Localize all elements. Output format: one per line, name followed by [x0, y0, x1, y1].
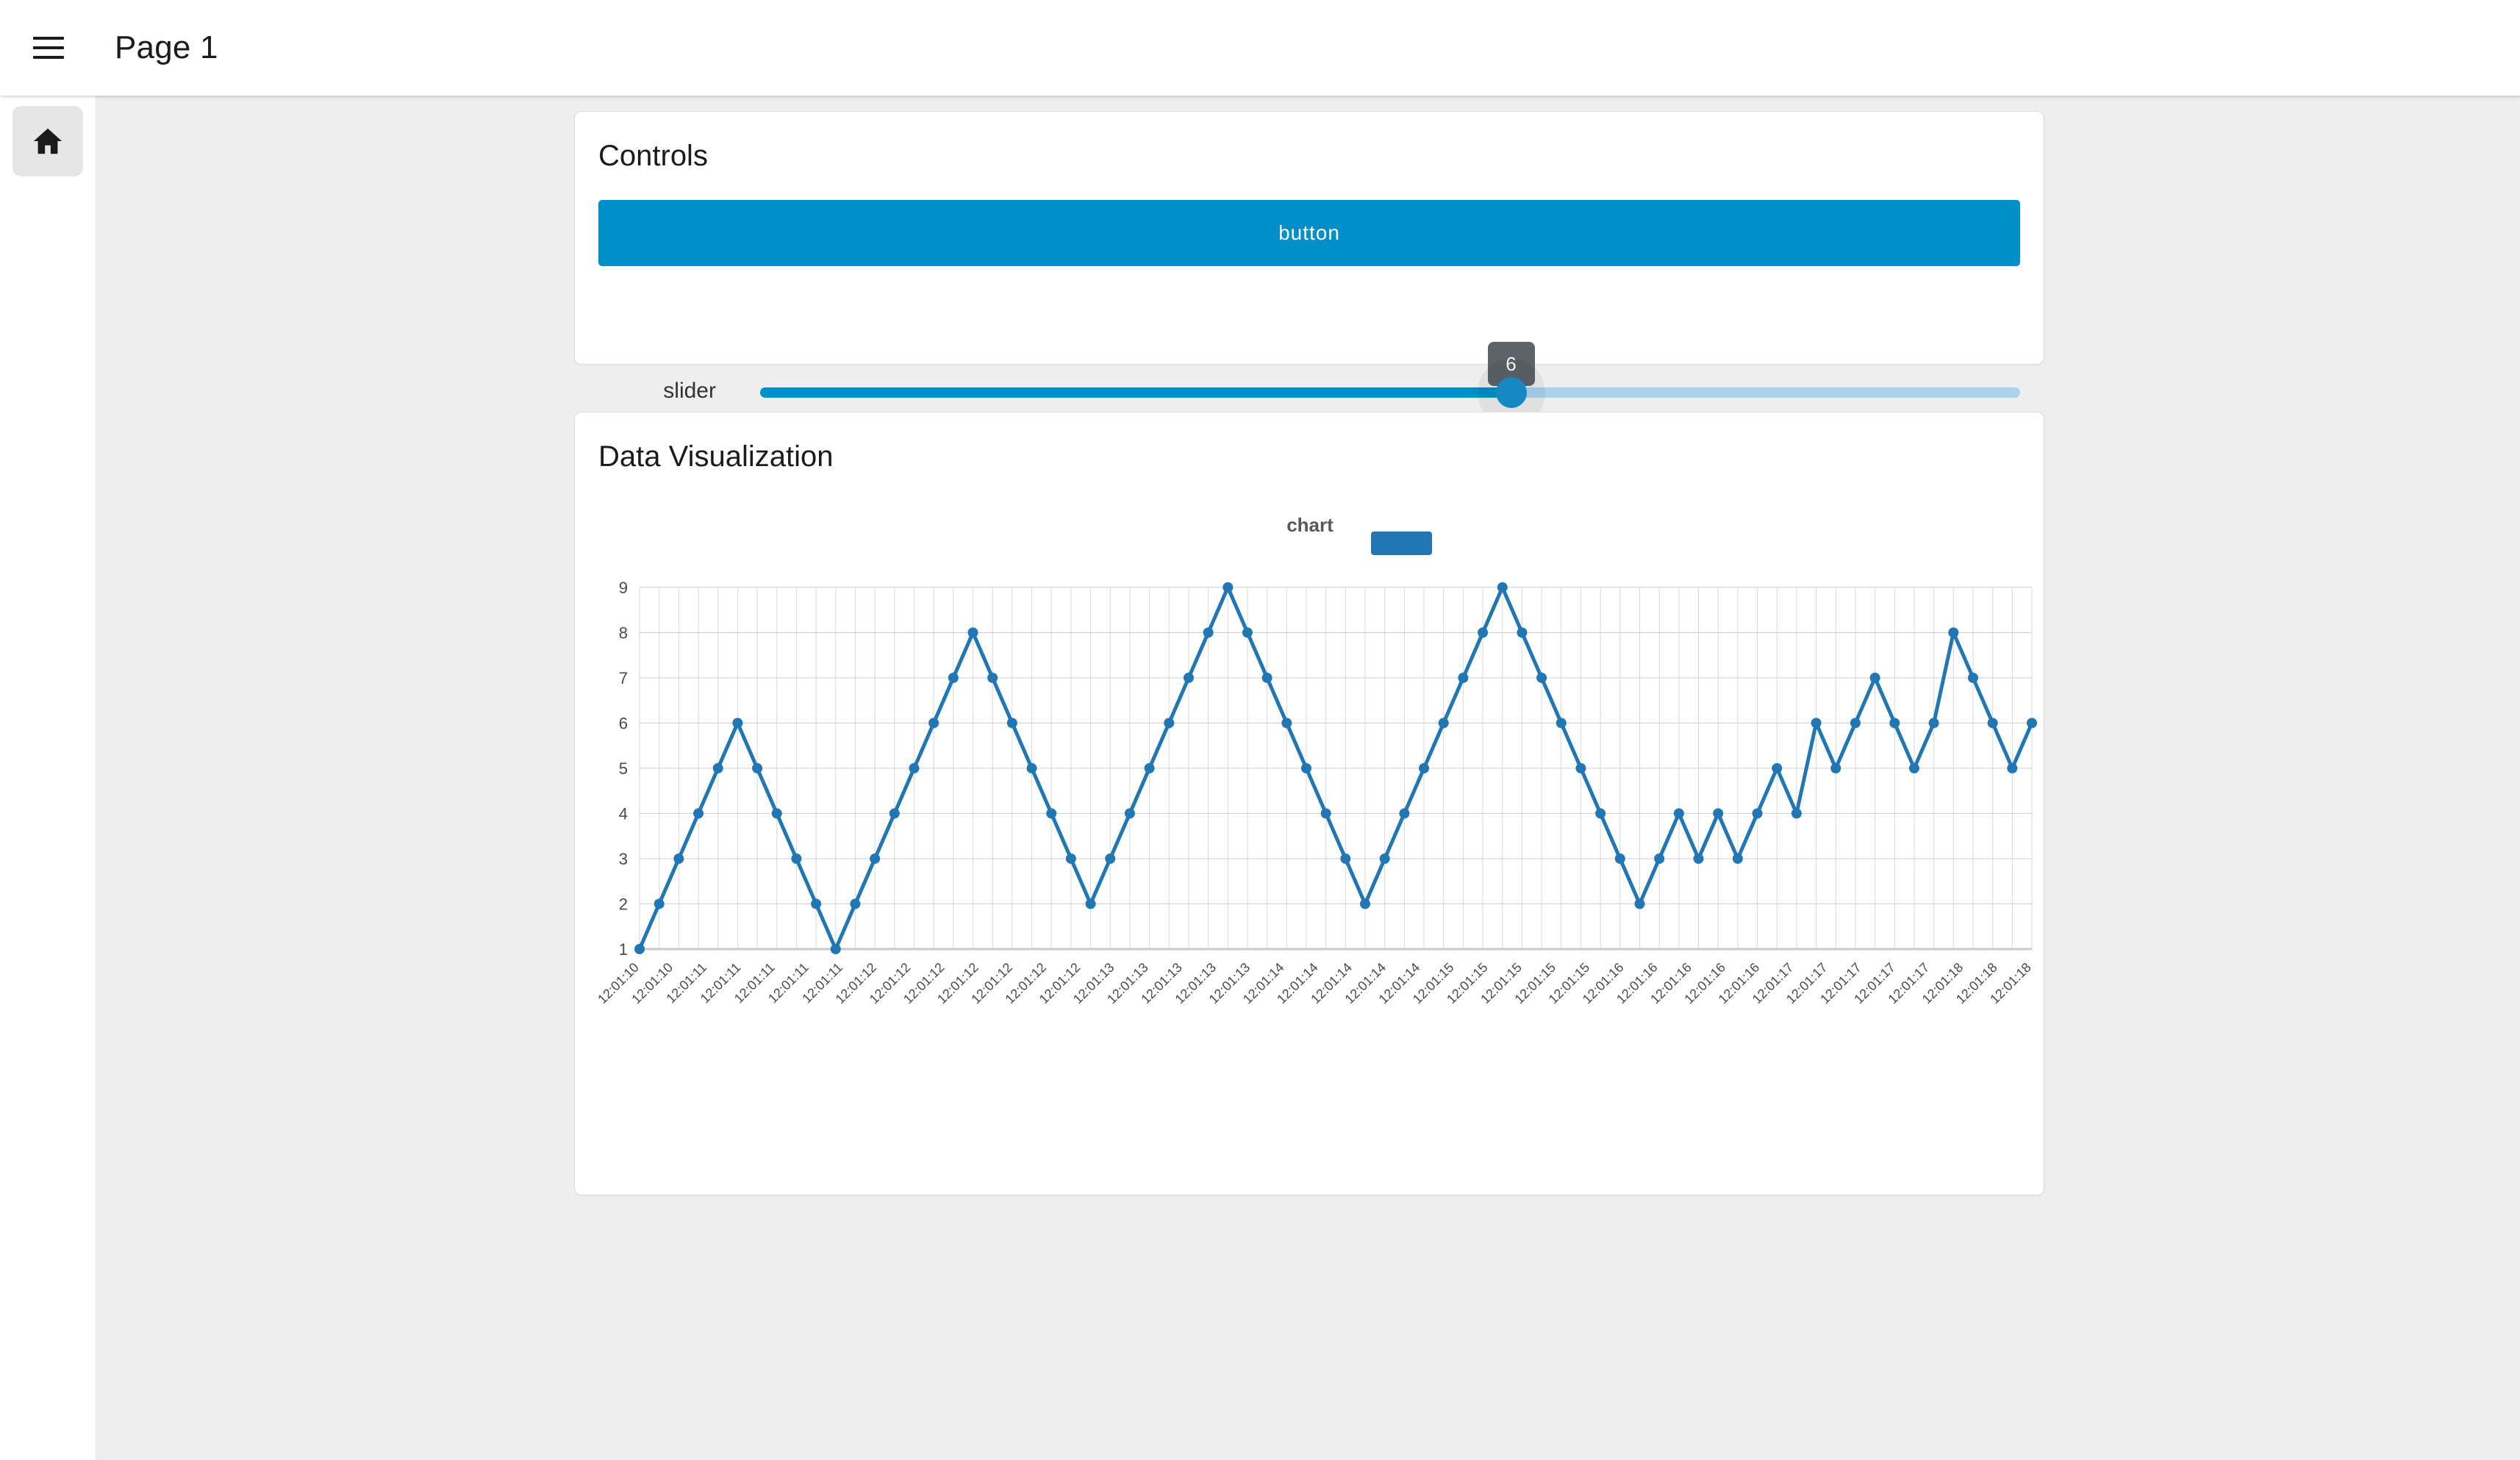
hamburger-menu-button[interactable] [13, 12, 84, 83]
svg-text:2: 2 [619, 895, 628, 914]
svg-text:7: 7 [619, 669, 628, 687]
svg-text:1: 1 [619, 940, 628, 959]
svg-text:6: 6 [619, 715, 628, 733]
data-visualization-card: Data Visualization chart 1 2 3 4 5 6 7 8 9 12:01:… [574, 412, 2044, 1195]
slider-row: slider 6 [598, 342, 2020, 426]
action-button[interactable]: button [598, 200, 2020, 266]
chart-title: chart [1286, 514, 1334, 536]
chart-area: chart 1 2 3 4 5 6 7 8 9 12:01:10 12:01:10 12:01:11 1… [575, 493, 2045, 1177]
svg-text:8: 8 [619, 624, 628, 643]
controls-card: Controls button slider 6 [574, 111, 2044, 426]
slider-thumb[interactable] [1495, 377, 1527, 408]
chart-legend-swatch[interactable] [1371, 532, 1432, 555]
slider-label: slider [663, 379, 716, 403]
page-title: Page 1 [115, 29, 218, 65]
sidebar-item-home[interactable] [12, 106, 83, 176]
main-content: Controls button slider 6 Data Visualizat… [96, 96, 2520, 1460]
slider-track-fill [760, 387, 1511, 398]
svg-text:4: 4 [619, 805, 628, 823]
svg-text:3: 3 [619, 850, 628, 868]
slider[interactable]: 6 [760, 342, 2020, 426]
app-bar: Page 1 [0, 0, 2520, 96]
line-chart-plot: 12345678912:01:1012:01:1012:01:1112:01:1… [595, 579, 2037, 1006]
svg-text:5: 5 [619, 759, 628, 778]
hamburger-menu-icon [33, 37, 64, 59]
sidebar [0, 96, 96, 1460]
svg-text:9: 9 [619, 579, 628, 597]
home-icon [31, 124, 65, 158]
controls-card-title: Controls [598, 140, 708, 172]
chart-card-title: Data Visualization [598, 440, 834, 473]
